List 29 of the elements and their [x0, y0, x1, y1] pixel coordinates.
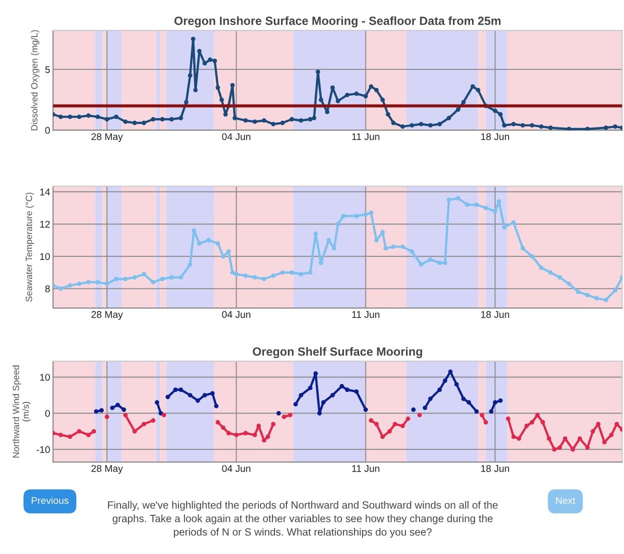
x-tick-label: 04 Jun: [222, 465, 250, 472]
x-tick-label: 18 Jun: [481, 465, 510, 472]
x-tick-label: 28 May: [91, 465, 123, 474]
y-tick-label: 8: [45, 285, 50, 292]
text: Previous: [32, 496, 68, 504]
x-tick-label: 18 Jun: [481, 311, 510, 318]
x-tick-label: 18 Jun: [481, 133, 510, 140]
y-tick-label: -10: [36, 446, 50, 454]
y-tick-label: 0: [45, 126, 50, 134]
chart-title: Oregon Shelf Surface Mooring: [252, 347, 422, 358]
chart-title: Oregon Inshore Surface Mooring - Seafloor Data from 25m: [174, 16, 501, 28]
x-tick-label: 11 Jun: [352, 311, 380, 318]
x-tick-label: 28 May: [91, 311, 123, 320]
text: Next: [556, 497, 576, 504]
x-tick-label: 04 Jun: [222, 133, 250, 140]
y-tick-label: 14: [40, 188, 50, 196]
x-tick-label: 11 Jun: [352, 133, 380, 140]
y-axis-title: Northward Wind Speed (m/s): [12, 366, 31, 458]
y-tick-label: 10: [40, 253, 50, 260]
x-tick-label: 04 Jun: [222, 311, 250, 318]
x-tick-label: 11 Jun: [352, 465, 380, 472]
y-axis-title: Seawater Temperature (°C): [25, 192, 34, 302]
y-tick-label: 12: [40, 220, 50, 228]
y-tick-label: 0: [45, 410, 50, 417]
y-tick-label: 5: [45, 66, 50, 74]
x-tick-label: 28 May: [91, 133, 123, 142]
text: Finally, we've highlighted the periods of Northward and Southward winds on all of the graphs. Take a look again at the other variables to see how they change during the periods of N or S winds. What relationships do you see?: [108, 501, 498, 538]
y-axis-title: Dissolved Oxygen (mg/L): [30, 30, 40, 130]
y-tick-label: 10: [40, 374, 50, 381]
